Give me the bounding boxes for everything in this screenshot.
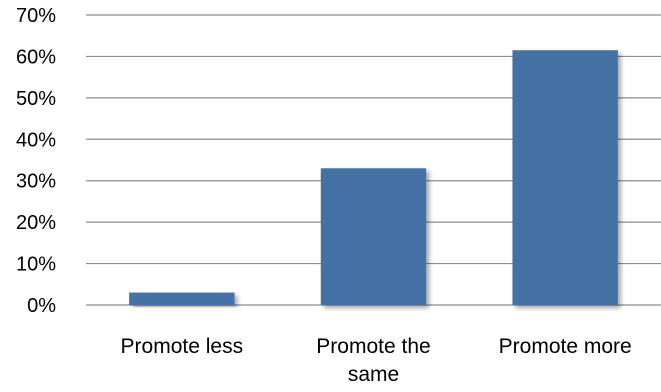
bar — [129, 292, 235, 305]
x-category-label: Promote the — [316, 335, 430, 358]
y-tick-label: 70% — [16, 5, 56, 27]
bars — [129, 50, 618, 305]
y-tick-label: 60% — [16, 46, 56, 68]
bar — [512, 50, 618, 305]
bar — [320, 168, 427, 305]
x-category-label: Promote less — [121, 335, 244, 358]
y-tick-label: 10% — [16, 254, 56, 276]
y-tick-label: 20% — [16, 212, 56, 234]
y-tick-label: 30% — [16, 171, 56, 193]
y-tick-label: 0% — [27, 295, 56, 317]
x-category-label: Promote more — [499, 335, 632, 358]
y-tick-label: 40% — [16, 129, 56, 151]
x-axis-category-labels: Promote less Promote the same Promote more — [121, 335, 632, 386]
x-category-label: same — [348, 363, 399, 386]
y-axis-tick-labels: 0% 10% 20% 30% 40% 50% 60% 70% — [16, 5, 56, 317]
y-tick-label: 50% — [16, 88, 56, 110]
